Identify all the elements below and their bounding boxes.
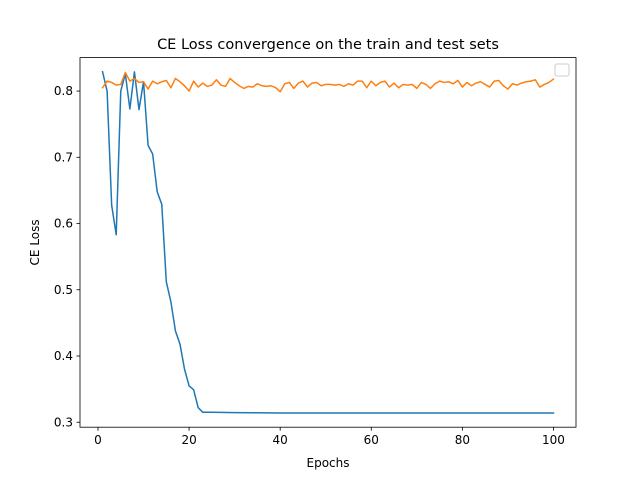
series-line-1 — [101, 70, 555, 414]
x-tick-label: 40 — [273, 433, 288, 447]
x-axis-label: Epochs — [307, 456, 350, 470]
y-tick-label: 0.8 — [54, 84, 73, 98]
y-tick-label: 0.6 — [54, 217, 73, 231]
chart-title: CE Loss convergence on the train and tes… — [157, 37, 499, 53]
y-axis-label: CE Loss — [28, 219, 42, 265]
legend-box — [554, 63, 570, 77]
plot-frame — [79, 57, 577, 428]
plot-area — [80, 57, 576, 428]
y-tick-label: 0.5 — [54, 283, 73, 297]
x-axis-ticks: 0 20 40 60 80 100 — [94, 427, 565, 447]
y-tick-label: 0.7 — [54, 150, 73, 164]
x-tick-label: 20 — [181, 433, 196, 447]
x-tick-label: 100 — [542, 433, 565, 447]
x-tick-label: 80 — [455, 433, 470, 447]
y-axis-ticks: 0.3 0.4 0.5 0.6 0.7 0.8 — [54, 84, 80, 429]
y-tick-label: 0.4 — [54, 349, 73, 363]
x-tick-label: 0 — [94, 433, 102, 447]
series-line-2 — [101, 71, 555, 93]
y-tick-label: 0.3 — [54, 415, 73, 429]
x-tick-label: 60 — [364, 433, 379, 447]
series-layer — [101, 70, 555, 414]
